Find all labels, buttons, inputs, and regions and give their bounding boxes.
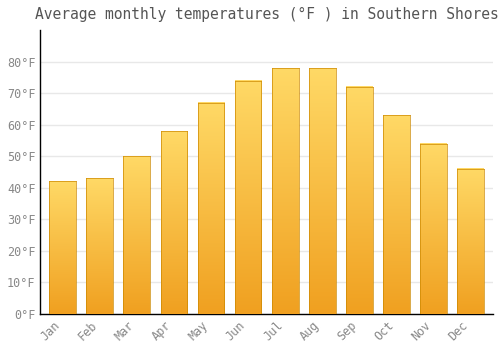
Title: Average monthly temperatures (°F ) in Southern Shores: Average monthly temperatures (°F ) in So…: [35, 7, 498, 22]
